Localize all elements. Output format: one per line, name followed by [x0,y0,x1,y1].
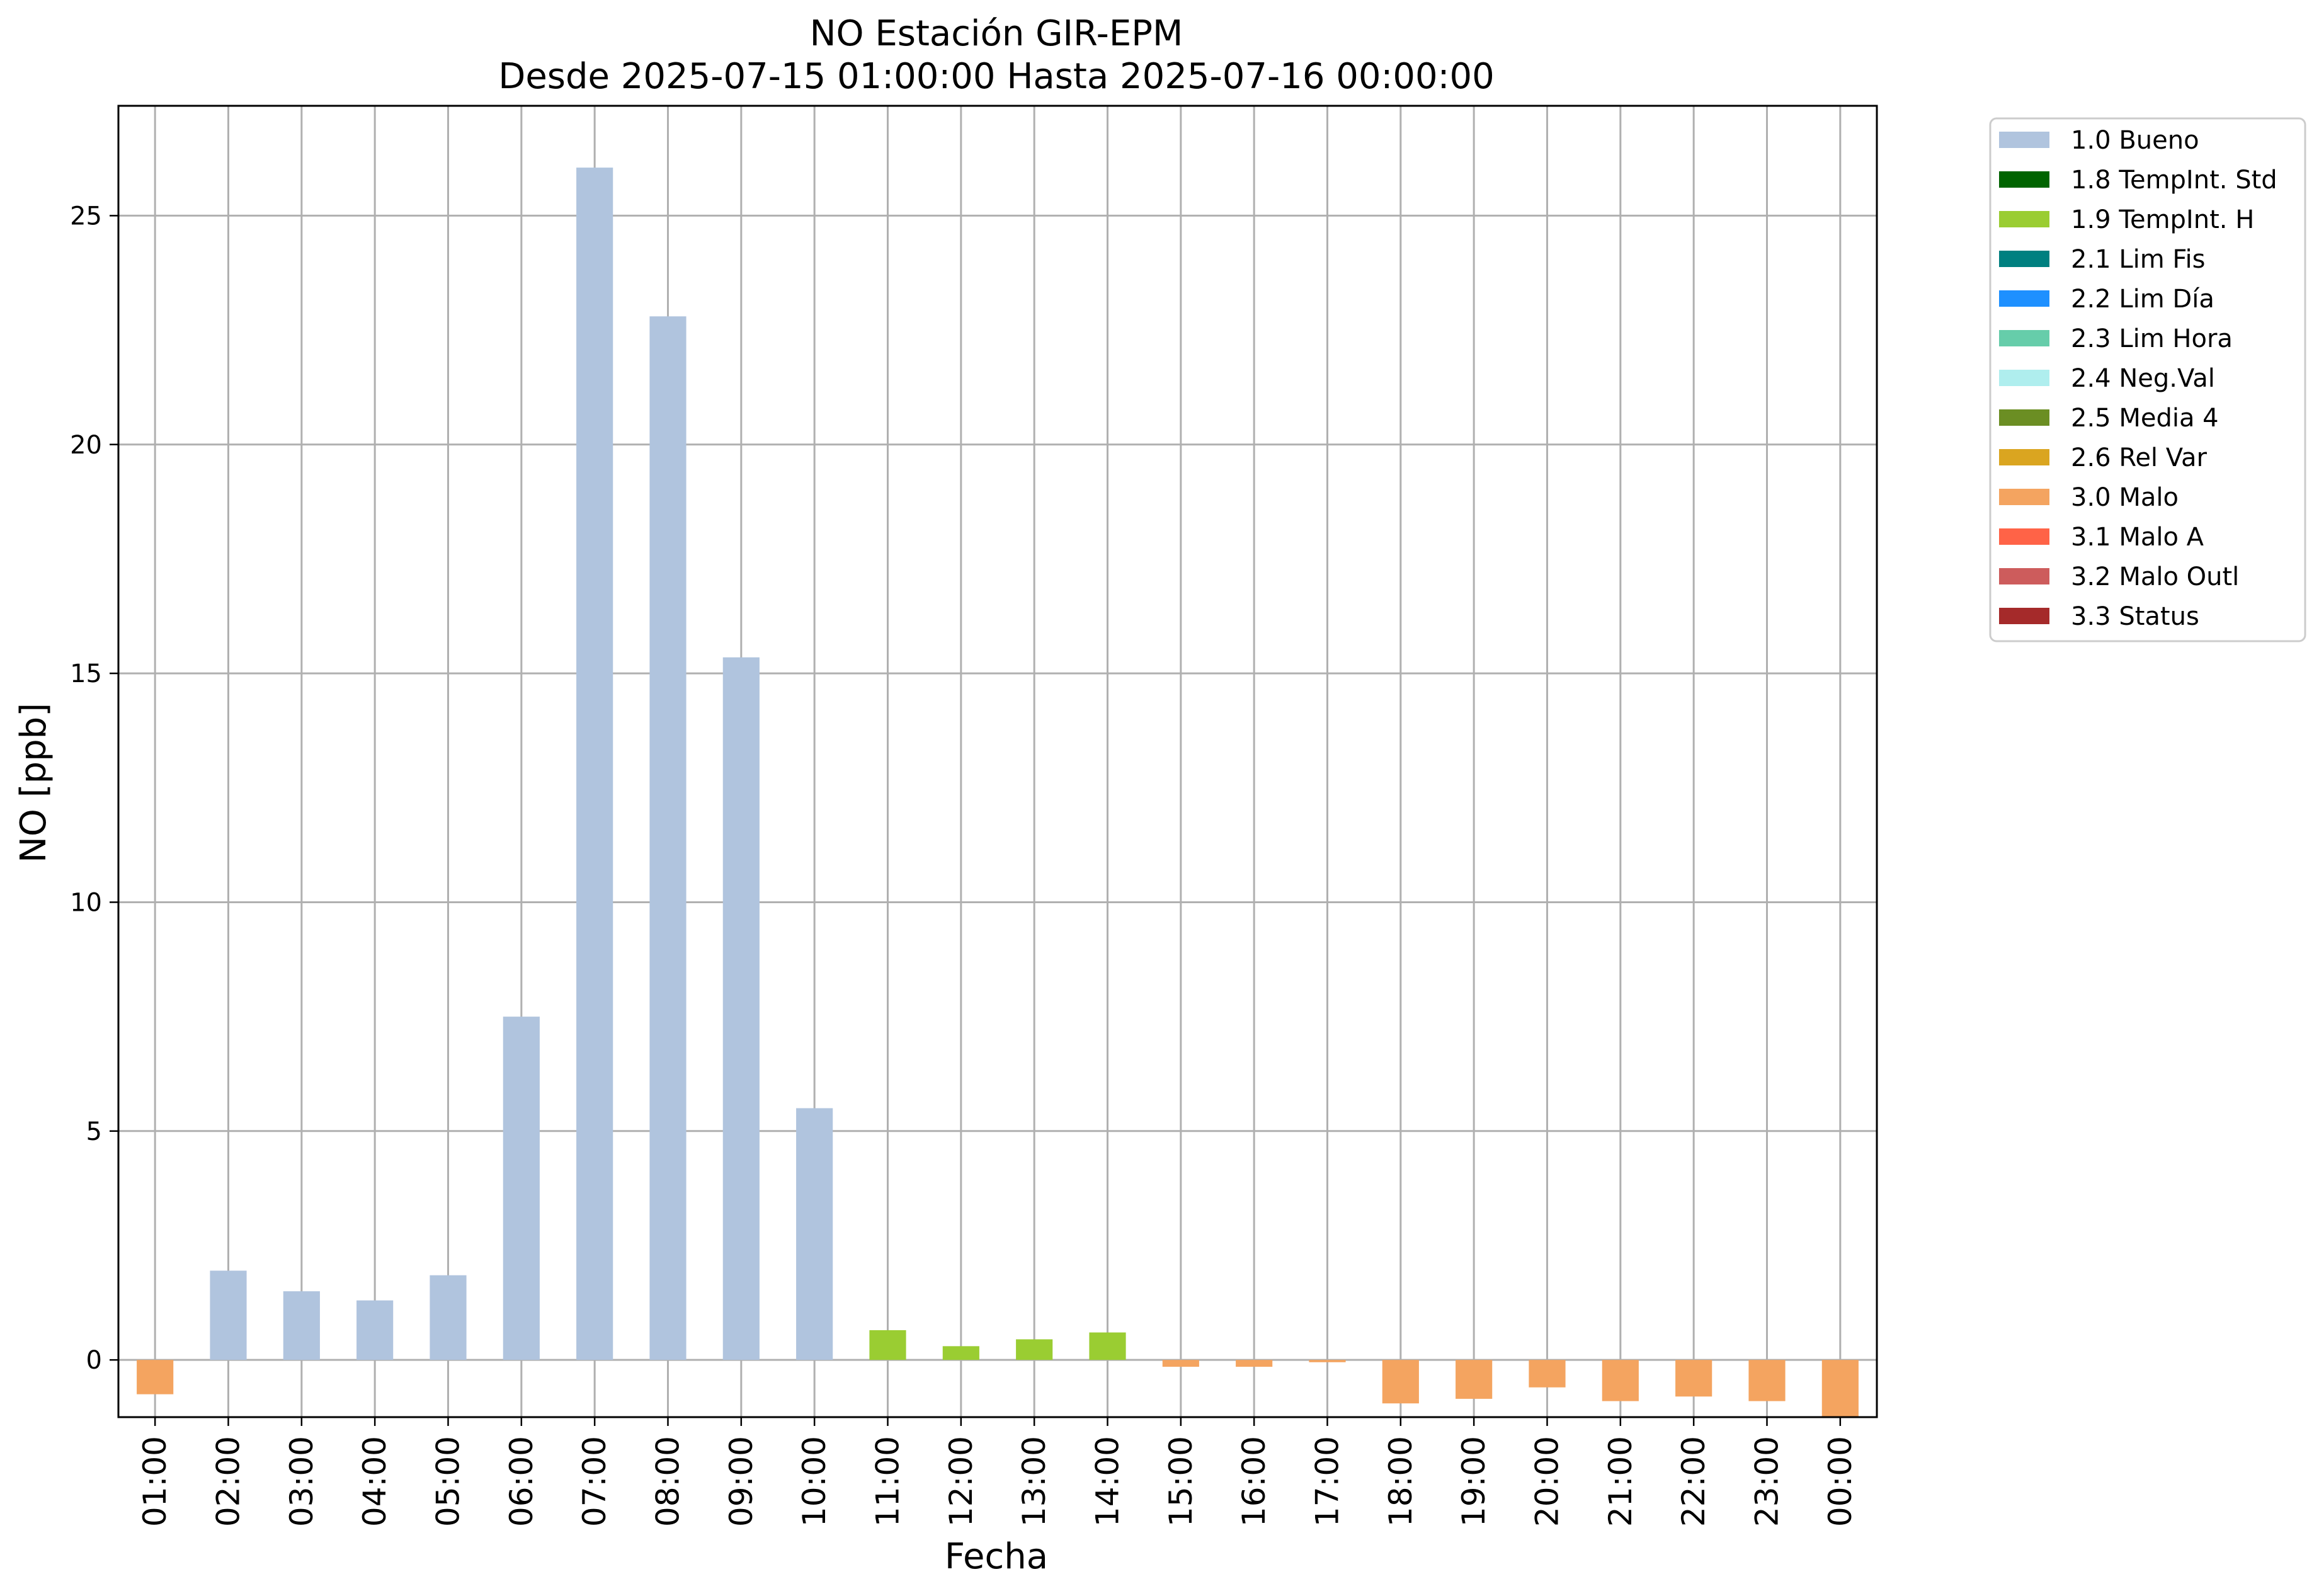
x-tick-label: 06:00 [503,1436,540,1527]
legend-label: 3.0 Malo [2071,483,2179,512]
legend-swatch [1999,608,2049,624]
y-tick-label: 20 [70,431,102,460]
bar [1675,1360,1712,1397]
bar [1309,1360,1346,1362]
x-tick-label: 21:00 [1602,1436,1639,1527]
bar [942,1346,979,1360]
legend-label: 2.1 Lim Fis [2071,245,2205,274]
bar [1089,1332,1126,1360]
x-tick-label: 02:00 [210,1436,247,1527]
legend-label: 2.5 Media 4 [2071,404,2219,433]
bar [1529,1360,1566,1388]
bar [869,1330,906,1360]
x-tick-label: 08:00 [650,1436,687,1527]
legend-swatch [1999,370,2049,386]
x-tick-label: 04:00 [356,1436,393,1527]
y-tick-label: 25 [70,202,102,231]
legend-swatch [1999,489,2049,505]
bar [356,1300,394,1360]
legend-label: 3.3 Status [2071,602,2199,631]
legend-box [1989,117,2306,642]
bar [210,1270,247,1360]
x-tick-label: 20:00 [1529,1436,1566,1527]
chart-title: NO Estación GIR-EPM [810,13,1183,54]
legend-swatch [1999,211,2049,227]
legend-swatch [1999,290,2049,307]
legend-label: 3.2 Malo Outl [2071,562,2239,591]
y-tick-label: 5 [86,1117,102,1146]
bar [576,168,613,1360]
x-axis-label: Fecha [945,1536,1048,1577]
legend-swatch [1999,251,2049,267]
bar [1456,1360,1493,1399]
bars [137,168,1859,1417]
x-tick-label: 10:00 [796,1436,833,1527]
y-tick-label: 15 [70,659,102,688]
x-tick-label: 00:00 [1822,1436,1859,1527]
x-tick-label: 09:00 [723,1436,760,1527]
bar [796,1108,833,1360]
x-tick-label: 17:00 [1309,1436,1346,1527]
legend-swatch [1999,528,2049,545]
y-tick-label: 0 [86,1346,102,1375]
legend-swatch [1999,449,2049,465]
legend-label: 1.9 TempInt. H [2071,205,2254,234]
plot-frame [117,105,1878,1418]
y-axis-ticks: 0 5 10 15 20 25 [70,202,118,1375]
grid [118,106,1877,1417]
x-tick-label: 11:00 [870,1436,906,1527]
x-tick-label: 16:00 [1236,1436,1272,1527]
bar [649,316,687,1360]
x-tick-label: 03:00 [283,1436,320,1527]
legend-label: 1.0 Bueno [2071,126,2199,155]
bar [722,657,760,1360]
x-tick-label: 07:00 [576,1436,613,1527]
x-tick-label: 22:00 [1675,1436,1712,1527]
bar [283,1291,320,1360]
bar [1162,1360,1199,1367]
bar [1821,1360,1859,1417]
x-tick-label: 23:00 [1749,1436,1786,1527]
legend-label: 1.8 TempInt. Std [2071,166,2277,195]
chart-subtitle: Desde 2025-07-15 01:00:00 Hasta 2025-07-… [498,56,1495,97]
bar [1016,1339,1053,1360]
legend: 1.0 Bueno 1.8 TempInt. Std 1.9 TempInt. H 2… [1989,117,2306,642]
y-tick-label: 10 [70,888,102,917]
x-tick-label: 15:00 [1163,1436,1199,1527]
bar [137,1360,174,1394]
legend-label: 2.2 Lim Día [2071,285,2214,314]
bar [1602,1360,1639,1401]
x-tick-label: 13:00 [1016,1436,1052,1527]
legend-label: 2.4 Neg.Val [2071,364,2215,393]
x-tick-label: 01:00 [137,1436,173,1527]
legend-label: 2.6 Rel Var [2071,443,2208,472]
x-tick-label: 14:00 [1090,1436,1126,1527]
x-tick-label: 19:00 [1456,1436,1492,1527]
y-axis-label: NO [ppb] [13,703,54,863]
legend-swatch [1999,409,2049,426]
x-axis-ticks: 01:00 02:00 03:00 04:00 05:00 06:00 07:00 08:00… [137,1417,1859,1527]
bar [1382,1360,1419,1404]
legend-swatch [1999,171,2049,188]
bar [1236,1360,1273,1367]
legend-swatch [1999,330,2049,346]
legend-items: 1.0 Bueno 1.8 TempInt. Std 1.9 TempInt. H 2… [1999,126,2277,631]
legend-swatch [1999,568,2049,584]
x-tick-label: 18:00 [1382,1436,1419,1527]
x-tick-label: 05:00 [430,1436,467,1527]
bar [430,1275,467,1360]
bar [1748,1360,1786,1401]
legend-swatch [1999,132,2049,148]
legend-label: 3.1 Malo A [2071,523,2204,552]
legend-label: 2.3 Lim Hora [2071,324,2233,353]
x-tick-label: 12:00 [943,1436,979,1527]
bar [503,1017,540,1360]
